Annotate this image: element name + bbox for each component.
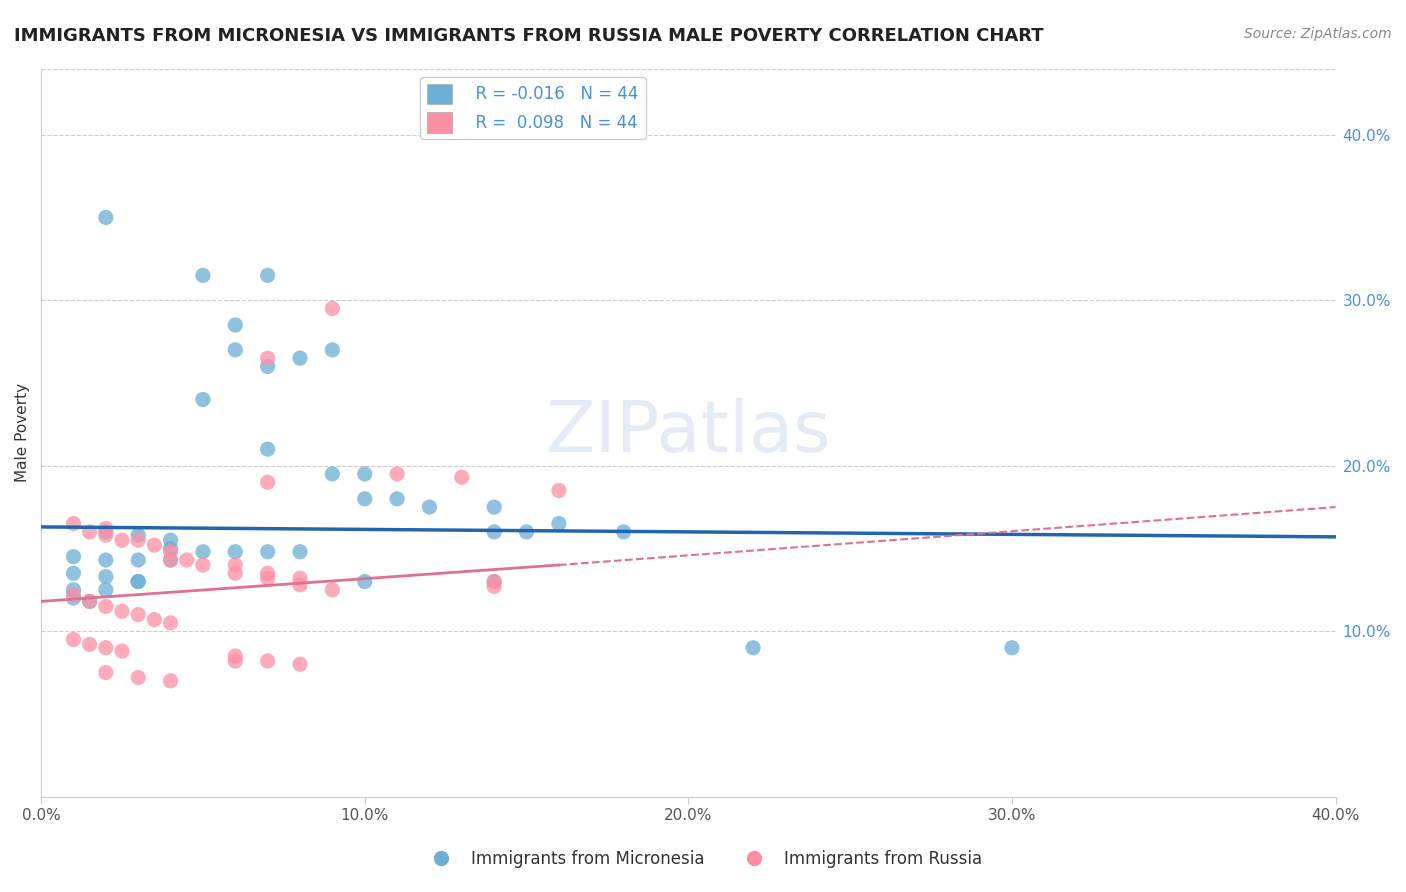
Point — [482, 574, 505, 589]
Point — [548, 516, 571, 531]
Point — [62, 516, 84, 531]
Point — [1001, 640, 1024, 655]
Point — [79, 594, 101, 608]
Point — [548, 483, 571, 498]
Point — [321, 343, 343, 357]
Point — [482, 574, 505, 589]
Point — [256, 571, 278, 585]
Point — [385, 467, 408, 481]
Point — [159, 615, 181, 630]
Point — [94, 599, 117, 614]
Point — [256, 359, 278, 374]
Point — [224, 558, 246, 572]
Point — [224, 545, 246, 559]
Point — [288, 578, 311, 592]
Point — [353, 467, 375, 481]
Point — [127, 533, 149, 548]
Point — [742, 640, 765, 655]
Point — [321, 301, 343, 316]
Point — [111, 533, 134, 548]
Point — [288, 657, 311, 672]
Point — [288, 571, 311, 585]
Point — [127, 528, 149, 542]
Point — [321, 467, 343, 481]
Point — [159, 545, 181, 559]
Point — [62, 566, 84, 581]
Point — [256, 475, 278, 490]
Point — [256, 654, 278, 668]
Point — [191, 268, 214, 283]
Point — [79, 524, 101, 539]
Point — [79, 637, 101, 651]
Point — [62, 591, 84, 606]
Point — [288, 545, 311, 559]
Text: Source: ZipAtlas.com: Source: ZipAtlas.com — [1244, 27, 1392, 41]
Point — [62, 549, 84, 564]
Point — [62, 582, 84, 597]
Point — [159, 673, 181, 688]
Text: IMMIGRANTS FROM MICRONESIA VS IMMIGRANTS FROM RUSSIA MALE POVERTY CORRELATION CH: IMMIGRANTS FROM MICRONESIA VS IMMIGRANTS… — [14, 27, 1043, 45]
Point — [127, 553, 149, 567]
Point — [482, 580, 505, 594]
Legend: Immigrants from Micronesia, Immigrants from Russia: Immigrants from Micronesia, Immigrants f… — [418, 844, 988, 875]
Point — [94, 522, 117, 536]
Point — [224, 566, 246, 581]
Point — [159, 541, 181, 556]
Point — [191, 392, 214, 407]
Point — [224, 318, 246, 332]
Point — [111, 644, 134, 658]
Point — [111, 604, 134, 618]
Point — [224, 654, 246, 668]
Point — [191, 558, 214, 572]
Point — [515, 524, 537, 539]
Point — [127, 671, 149, 685]
Point — [127, 607, 149, 622]
Point — [482, 524, 505, 539]
Point — [94, 569, 117, 583]
Point — [418, 500, 440, 514]
Point — [353, 574, 375, 589]
Point — [256, 268, 278, 283]
Point — [94, 528, 117, 542]
Point — [79, 594, 101, 608]
Point — [256, 545, 278, 559]
Point — [159, 533, 181, 548]
Point — [256, 566, 278, 581]
Point — [191, 545, 214, 559]
Legend:   R = -0.016   N = 44,   R =  0.098   N = 44: R = -0.016 N = 44, R = 0.098 N = 44 — [420, 77, 645, 139]
Point — [256, 351, 278, 365]
Y-axis label: Male Poverty: Male Poverty — [15, 383, 30, 483]
Point — [62, 588, 84, 602]
Point — [94, 524, 117, 539]
Point — [224, 648, 246, 663]
Point — [321, 582, 343, 597]
Point — [482, 500, 505, 514]
Point — [450, 470, 472, 484]
Point — [224, 343, 246, 357]
Text: ZIPatlas: ZIPatlas — [546, 398, 831, 467]
Point — [94, 665, 117, 680]
Point — [94, 553, 117, 567]
Point — [176, 553, 198, 567]
Point — [256, 442, 278, 457]
Point — [62, 632, 84, 647]
Point — [288, 351, 311, 365]
Point — [159, 553, 181, 567]
Point — [143, 538, 166, 552]
Point — [143, 613, 166, 627]
Point — [94, 211, 117, 225]
Point — [94, 640, 117, 655]
Point — [127, 574, 149, 589]
Point — [159, 553, 181, 567]
Point — [94, 582, 117, 597]
Point — [385, 491, 408, 506]
Point — [353, 491, 375, 506]
Point — [127, 574, 149, 589]
Point — [613, 524, 636, 539]
